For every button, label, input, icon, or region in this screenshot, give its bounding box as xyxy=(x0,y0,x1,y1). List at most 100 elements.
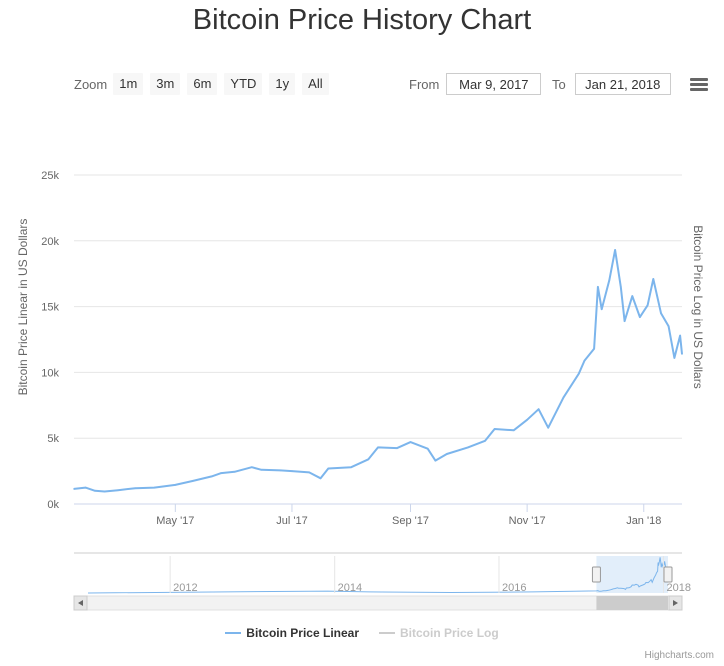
data-point xyxy=(153,486,156,489)
zoom-1m-button[interactable]: 1m xyxy=(113,73,144,95)
data-point xyxy=(562,396,565,399)
credits-link[interactable]: Highcharts.com xyxy=(644,650,714,661)
data-point xyxy=(251,466,253,469)
data-point xyxy=(667,325,670,328)
y-tick-label: 0k xyxy=(47,499,59,511)
data-point xyxy=(593,347,595,350)
series-line-bitcoin-price-linear xyxy=(73,249,683,493)
legend-swatch-linear xyxy=(225,632,242,634)
legend-label-log: Bitcoin Price Log xyxy=(400,626,499,640)
data-point xyxy=(434,459,437,462)
data-point xyxy=(526,419,528,421)
zoom-3m-button[interactable]: 3m xyxy=(150,73,181,95)
data-point xyxy=(260,469,263,471)
data-point xyxy=(646,304,649,307)
x-tick-label: Nov '17 xyxy=(509,515,546,527)
data-point xyxy=(233,471,236,473)
navigator-handle-right[interactable] xyxy=(663,566,673,583)
y-tick-label: 10k xyxy=(41,367,59,379)
data-point xyxy=(73,488,75,490)
navigator-x-ticks: 2012 2014 2016 2018 xyxy=(169,556,691,594)
data-point xyxy=(94,490,96,492)
zoom-selector: Zoom 1m 3m 6m YTD 1y All xyxy=(74,73,336,95)
navigator-scrollbar-thumb[interactable] xyxy=(596,596,668,610)
data-point xyxy=(84,486,87,489)
data-point xyxy=(426,447,429,450)
navigator-scrollbar-track[interactable] xyxy=(73,595,683,611)
legend-swatch-log xyxy=(379,632,395,634)
scroll-left-arrow-icon xyxy=(78,600,83,606)
data-point xyxy=(396,447,398,449)
data-point xyxy=(493,428,496,430)
data-point xyxy=(679,334,681,337)
legend-item-log[interactable]: Bitcoin Price Log xyxy=(379,626,499,640)
data-point xyxy=(291,470,293,472)
zoom-all-button[interactable]: All xyxy=(302,73,329,95)
data-point xyxy=(578,372,580,375)
data-point xyxy=(191,480,194,482)
data-point xyxy=(537,408,540,411)
to-label: To xyxy=(552,76,566,92)
navigator-tick-label: 2016 xyxy=(502,582,526,594)
data-point xyxy=(446,453,448,455)
date-range-to: To xyxy=(552,73,671,95)
data-point xyxy=(547,426,549,429)
x-tick-label: May '17 xyxy=(156,515,194,527)
data-point xyxy=(117,489,119,492)
y-tick-label: 5k xyxy=(47,433,59,445)
date-range-from: From xyxy=(409,73,542,95)
legend-label-linear: Bitcoin Price Linear xyxy=(246,626,359,640)
hamburger-menu-icon[interactable] xyxy=(690,78,708,92)
data-point xyxy=(673,357,676,359)
data-point xyxy=(319,477,322,480)
navigator-selected-range[interactable] xyxy=(596,556,668,593)
data-point xyxy=(512,429,515,432)
data-point xyxy=(623,320,626,322)
data-point xyxy=(308,471,311,474)
legend: Bitcoin Price Linear Bitcoin Price Log xyxy=(0,626,724,640)
navigator-tick-label: 2014 xyxy=(338,582,362,594)
to-date-input[interactable] xyxy=(574,73,671,95)
data-point xyxy=(639,316,641,318)
y-axis-ticks: 0k 5k 10k 15k 20k 25k xyxy=(41,170,59,511)
grid-lines xyxy=(74,174,682,505)
data-point xyxy=(620,286,622,288)
legend-item-linear[interactable]: Bitcoin Price Linear xyxy=(225,626,359,640)
y-axis-title-right: Bitcoin Price Log in US Dollars xyxy=(691,225,705,388)
data-point xyxy=(174,484,177,486)
data-point xyxy=(608,279,611,282)
zoom-ytd-button[interactable]: YTD xyxy=(224,73,263,95)
data-point xyxy=(134,487,136,490)
series-group xyxy=(73,249,683,493)
data-point xyxy=(467,446,469,449)
data-point xyxy=(350,466,353,469)
data-point xyxy=(484,440,486,442)
from-label: From xyxy=(409,76,440,92)
data-point xyxy=(220,472,222,474)
zoom-label: Zoom xyxy=(74,76,108,92)
y-tick-label: 25k xyxy=(41,170,59,182)
zoom-1y-button[interactable]: 1y xyxy=(269,73,296,95)
y-tick-label: 15k xyxy=(41,302,59,314)
x-tick-label: Jul '17 xyxy=(276,515,307,527)
y-tick-label: 20k xyxy=(41,236,59,248)
data-point xyxy=(279,469,282,472)
x-tick-label: Jan '18 xyxy=(626,515,661,527)
x-axis-ticks: May '17 Jul '17 Sep '17 Nov '17 Jan '18 xyxy=(156,504,661,527)
navigator-series-line xyxy=(87,557,669,594)
navigator-handle-left[interactable] xyxy=(591,566,601,583)
data-point xyxy=(103,490,106,493)
from-date-input[interactable] xyxy=(446,73,542,95)
data-point xyxy=(327,467,330,470)
scroll-right-arrow-icon xyxy=(673,600,678,606)
data-point xyxy=(681,353,683,355)
navigator: 2012 2014 2016 2018 xyxy=(73,552,691,611)
x-tick-label: Sep '17 xyxy=(392,515,429,527)
data-point xyxy=(367,458,370,461)
data-point xyxy=(583,359,586,362)
data-point xyxy=(210,475,213,478)
navigator-tick-label: 2012 xyxy=(173,582,197,594)
zoom-6m-button[interactable]: 6m xyxy=(187,73,218,95)
